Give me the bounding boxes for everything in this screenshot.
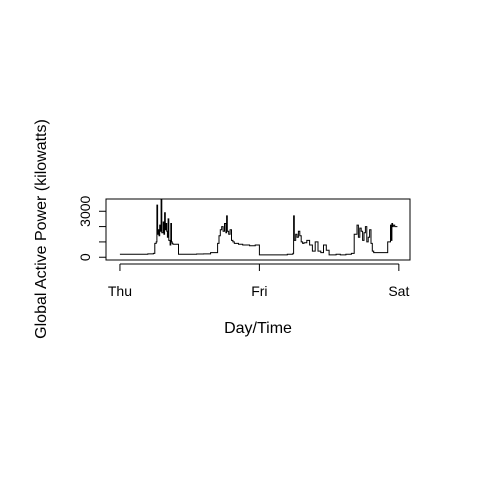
x-tick-label: Thu	[108, 283, 132, 299]
x-tick-label: Sat	[388, 283, 409, 299]
series-line	[119, 198, 398, 256]
y-axis-label: Global Active Power (kilowatts)	[33, 119, 50, 339]
y-tick-label: 0	[77, 253, 93, 261]
y-axis: 0 3000	[77, 195, 107, 261]
y-tick-label: 3000	[77, 195, 93, 226]
x-axis-label: Day/Time	[224, 320, 292, 337]
plot-frame	[105, 198, 411, 261]
x-axis: Thu Fri Sat	[108, 263, 409, 299]
x-tick-label: Fri	[251, 283, 267, 299]
